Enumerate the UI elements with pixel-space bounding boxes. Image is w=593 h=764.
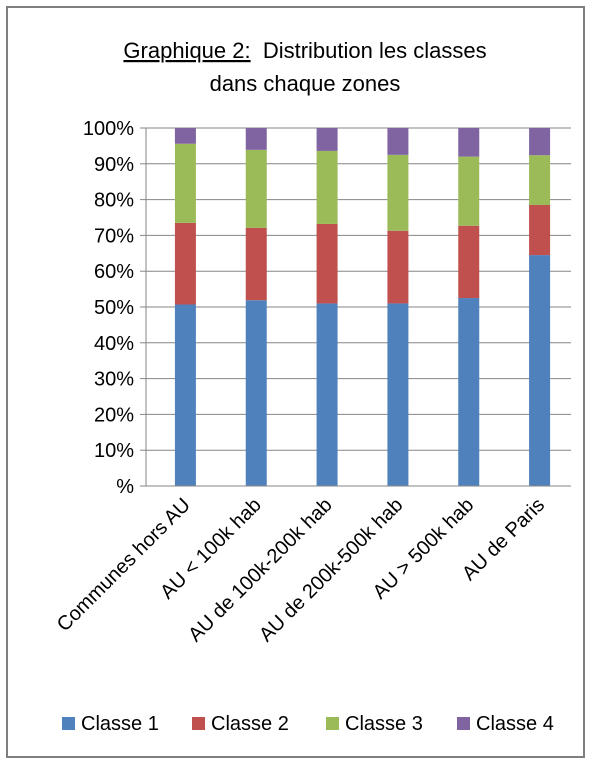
bar-segment xyxy=(387,154,409,231)
x-tick-label: AU de 100k-200k hab xyxy=(184,494,336,646)
bar-segment xyxy=(316,128,338,151)
bar-segment xyxy=(529,128,551,156)
bar-segment xyxy=(529,155,551,205)
bar-segment xyxy=(458,128,480,157)
y-tick-label: 100% xyxy=(83,118,134,140)
y-tick-label: 50% xyxy=(94,297,134,319)
bar-segment xyxy=(174,222,196,305)
y-tick-label: % xyxy=(116,476,134,498)
x-tick-label: AU de 200k-500k hab xyxy=(255,494,407,646)
bar-segment xyxy=(245,300,267,486)
bar-segment xyxy=(174,128,196,144)
bar-segment xyxy=(316,150,338,224)
y-tick-label: 80% xyxy=(94,190,134,212)
bar-segment xyxy=(245,227,267,301)
legend-label: Classe 3 xyxy=(345,713,423,735)
bar-segment xyxy=(174,143,196,223)
y-tick-label: 60% xyxy=(94,261,134,283)
bar-segment xyxy=(387,303,409,486)
bar-segment xyxy=(458,156,480,226)
bars xyxy=(174,128,551,486)
bar-segment xyxy=(387,230,409,304)
chart-title-text: Distribution les classes xyxy=(251,38,487,63)
chart-title-line-1: Graphique 2: Distribution les classes xyxy=(123,38,486,63)
bar-segment xyxy=(387,128,409,155)
bar-segment xyxy=(174,304,196,486)
chart-title-line-2: dans chaque zones xyxy=(210,71,401,96)
x-tick-label: Communes hors AU xyxy=(53,494,195,636)
legend-label: Classe 2 xyxy=(211,713,289,735)
y-tick-label: 90% xyxy=(94,154,134,176)
chart-title-prefix: Graphique 2: xyxy=(123,38,250,63)
y-axis: % 10% 20% 30% 40% 50% 60% 70% 80% 90% 100% xyxy=(83,118,147,498)
legend-swatch xyxy=(457,717,470,730)
y-tick-label: 10% xyxy=(94,440,134,462)
y-tick-label: 30% xyxy=(94,369,134,391)
bar-segment xyxy=(529,255,551,486)
bar-segment xyxy=(316,303,338,486)
legend-swatch xyxy=(326,717,339,730)
y-tick-label: 40% xyxy=(94,333,134,355)
chart-title: Graphique 2: Distribution les classes da… xyxy=(123,38,486,96)
legend-label: Classe 4 xyxy=(476,713,554,735)
chart-frame xyxy=(6,6,585,758)
bar-segment xyxy=(458,225,480,299)
y-tick-label: 70% xyxy=(94,225,134,247)
bar-segment xyxy=(245,149,267,228)
bar-segment xyxy=(529,204,551,256)
bar-segment xyxy=(316,223,338,304)
legend: Classe 1 Classe 2 Classe 3 Classe 4 xyxy=(62,713,554,735)
y-tick-label: 20% xyxy=(94,404,134,426)
bar-segment xyxy=(458,298,480,486)
legend-swatch xyxy=(192,717,205,730)
legend-swatch xyxy=(62,717,75,730)
bar-segment xyxy=(245,128,267,150)
legend-label: Classe 1 xyxy=(81,713,159,735)
gridlines xyxy=(140,127,571,487)
